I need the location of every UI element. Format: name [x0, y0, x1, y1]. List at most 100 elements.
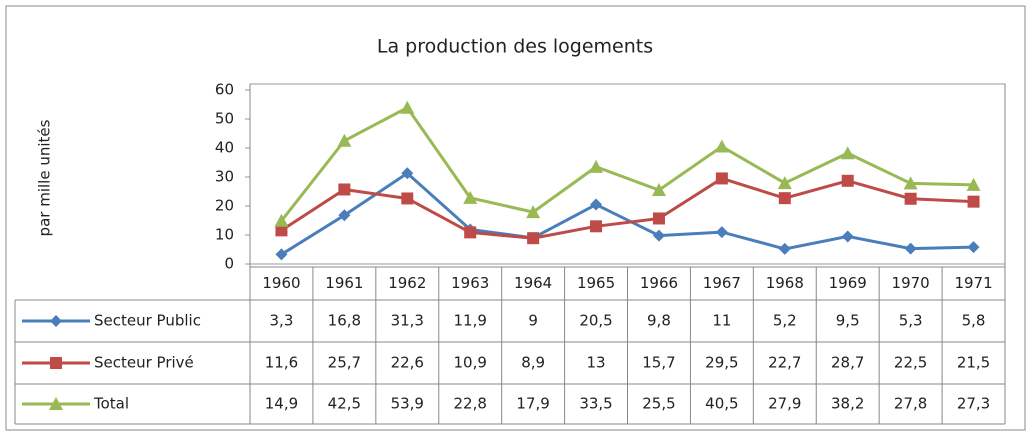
data-label: 10,9	[454, 354, 487, 372]
series-line	[280, 176, 974, 240]
data-label: 9	[528, 312, 538, 330]
data-label: 21,5	[957, 354, 990, 372]
data-label: 5,3	[899, 312, 923, 330]
data-label: 27,9	[768, 395, 801, 413]
marker	[841, 230, 854, 243]
marker	[274, 213, 289, 227]
data-label: 8,9	[521, 354, 545, 372]
data-label: 11,9	[454, 312, 487, 330]
data-label: 42,5	[328, 395, 361, 413]
x-tick-label: 1960	[262, 274, 300, 292]
legend-label: Total	[93, 395, 129, 413]
data-label: 25,7	[328, 354, 361, 372]
marker	[840, 146, 855, 160]
data-label: 38,2	[831, 395, 864, 413]
marker	[275, 224, 288, 237]
marker	[337, 133, 352, 147]
marker	[903, 176, 918, 190]
data-label: 28,7	[831, 354, 864, 372]
marker	[50, 357, 62, 369]
data-label: 3,3	[270, 312, 294, 330]
y-tick-label: 0	[224, 255, 234, 273]
marker	[338, 183, 351, 196]
marker	[49, 397, 63, 410]
data-label: 53,9	[391, 395, 424, 413]
y-axis-label: par mille unités	[36, 119, 54, 236]
data-label: 33,5	[579, 395, 612, 413]
marker	[275, 248, 288, 261]
data-label: 27,3	[957, 395, 990, 413]
marker	[777, 176, 792, 190]
marker	[778, 242, 791, 255]
data-label: 15,7	[642, 354, 675, 372]
marker	[967, 195, 980, 208]
data-label: 13	[586, 354, 605, 372]
marker	[841, 174, 854, 187]
x-tick-label: 1967	[703, 274, 741, 292]
x-tick-label: 1963	[451, 274, 489, 292]
x-tick-label: 1962	[388, 274, 426, 292]
series-line	[280, 171, 974, 256]
marker	[400, 100, 415, 114]
data-label: 22,6	[391, 354, 424, 372]
chart-frame	[5, 5, 1026, 431]
marker	[401, 167, 414, 180]
marker	[714, 139, 729, 153]
data-label: 17,9	[516, 395, 549, 413]
data-label: 29,5	[705, 354, 738, 372]
data-label: 14,9	[265, 395, 298, 413]
series-line	[280, 105, 974, 222]
x-tick-label: 1961	[325, 274, 363, 292]
y-tick-label: 50	[215, 110, 234, 128]
marker	[904, 192, 917, 205]
marker	[464, 226, 477, 239]
data-label: 31,3	[391, 312, 424, 330]
y-tick-label: 10	[215, 226, 234, 244]
x-tick-label: 1968	[766, 274, 804, 292]
marker	[967, 241, 980, 254]
y-tick-label: 30	[215, 168, 234, 186]
data-label: 16,8	[328, 312, 361, 330]
data-label: 5,8	[962, 312, 986, 330]
data-label: 11	[712, 312, 731, 330]
data-label: 40,5	[705, 395, 738, 413]
x-tick-label: 1970	[892, 274, 930, 292]
marker	[778, 192, 791, 205]
chart-title: La production des logements	[377, 36, 653, 58]
marker	[338, 209, 351, 222]
x-tick-label: 1969	[829, 274, 867, 292]
data-label: 22,5	[894, 354, 927, 372]
marker	[652, 212, 665, 225]
marker	[652, 229, 665, 242]
data-label: 22,8	[454, 395, 487, 413]
marker	[589, 159, 604, 173]
marker	[715, 226, 728, 239]
marker	[463, 190, 478, 204]
x-tick-label: 1964	[514, 274, 552, 292]
y-tick-label: 60	[215, 81, 234, 99]
y-tick-label: 20	[215, 197, 234, 215]
marker	[651, 183, 666, 197]
marker	[590, 198, 603, 211]
legend-label: Secteur Privé	[94, 354, 194, 372]
x-tick-label: 1971	[954, 274, 992, 292]
marker	[590, 220, 603, 233]
marker	[527, 232, 540, 245]
data-label: 27,8	[894, 395, 927, 413]
marker	[50, 315, 62, 327]
data-label: 20,5	[579, 312, 612, 330]
marker	[401, 192, 414, 205]
y-tick-label: 40	[215, 139, 234, 157]
data-label: 5,2	[773, 312, 797, 330]
marker	[715, 172, 728, 185]
x-tick-label: 1965	[577, 274, 615, 292]
data-label: 9,5	[836, 312, 860, 330]
legend-label: Secteur Public	[94, 312, 201, 330]
data-label: 9,8	[647, 312, 671, 330]
marker	[904, 242, 917, 255]
data-label: 22,7	[768, 354, 801, 372]
data-label: 25,5	[642, 395, 675, 413]
data-label: 11,6	[265, 354, 298, 372]
x-tick-label: 1966	[640, 274, 678, 292]
